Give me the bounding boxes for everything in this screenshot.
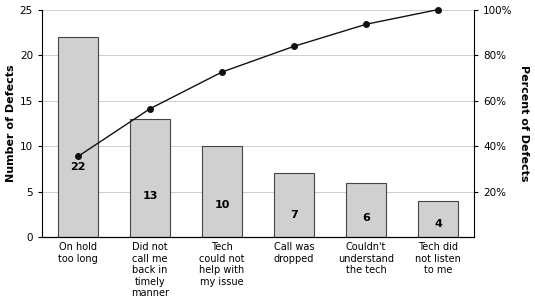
Text: 22: 22 [70,162,86,172]
Bar [130,119,170,237]
Bar [418,201,458,237]
Text: 6: 6 [362,213,370,223]
Bar [346,183,386,237]
Bar [274,174,314,237]
Text: 7: 7 [291,210,298,220]
Bar [58,37,98,237]
Bar [202,146,242,237]
Y-axis label: Number of Defects: Number of Defects [5,64,16,182]
Text: 10: 10 [215,200,230,210]
Y-axis label: Percent of Defects: Percent of Defects [519,65,530,181]
Text: 13: 13 [142,191,158,201]
Text: 4: 4 [434,219,442,230]
